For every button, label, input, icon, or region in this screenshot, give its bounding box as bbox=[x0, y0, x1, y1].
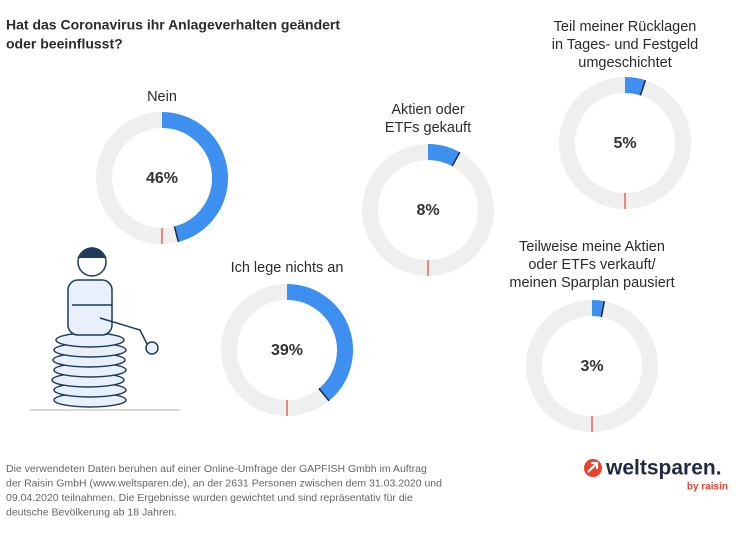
footnote-line: deutsche Bevölkerung ab 18 Jahren. bbox=[6, 506, 177, 518]
arc-end bbox=[451, 151, 461, 167]
arc-end bbox=[639, 79, 647, 96]
value-label: 39% bbox=[271, 342, 303, 359]
donut-label: meinen Sparplan pausiert bbox=[509, 275, 674, 291]
logo: weltsparen. by raisin bbox=[584, 457, 728, 493]
donut-label: Nein bbox=[147, 89, 177, 105]
donut-label: Teilweise meine Aktien bbox=[519, 239, 665, 255]
value-label: 3% bbox=[580, 358, 603, 375]
arc-end bbox=[600, 301, 606, 318]
donut-arc bbox=[591, 300, 605, 317]
logo-tagline: by raisin bbox=[687, 482, 728, 493]
arc-end bbox=[318, 388, 330, 402]
value-label: 46% bbox=[146, 170, 178, 187]
donut-label: Aktien oder bbox=[391, 102, 465, 118]
arc-end bbox=[173, 226, 180, 243]
value-label: 8% bbox=[416, 202, 439, 219]
footnote-line: Die verwendeten Daten beruhen auf einer … bbox=[6, 463, 427, 475]
footnote-line: der Raisin GmbH (www.weltsparen.de), an … bbox=[6, 477, 442, 489]
donut-label: oder ETFs verkauft/ bbox=[528, 257, 656, 273]
donut-label: Teil meiner Rücklagen bbox=[554, 19, 697, 35]
donut-arc bbox=[624, 77, 646, 96]
donut-arc bbox=[286, 284, 353, 401]
footnote: Die verwendeten Daten beruhen auf einer … bbox=[6, 463, 442, 519]
title-line: oder beeinflusst? bbox=[6, 36, 123, 52]
donut-arc bbox=[161, 112, 228, 242]
logo-name: weltsparen. bbox=[605, 457, 722, 480]
donut-label: ETFs gekauft bbox=[385, 120, 471, 136]
donut-arc bbox=[427, 144, 460, 167]
title-line: Hat das Coronavirus ihr Anlageverhalten … bbox=[6, 17, 340, 33]
illustration bbox=[30, 247, 180, 411]
donut-label: umgeschichtet bbox=[578, 55, 672, 71]
donut-label: Ich lege nichts an bbox=[231, 260, 344, 276]
donut-label: in Tages- und Festgeld bbox=[552, 37, 698, 53]
value-label: 5% bbox=[613, 135, 636, 152]
footnote-line: 09.04.2020 teilnahmen. Die Ergebnisse wu… bbox=[6, 492, 413, 504]
